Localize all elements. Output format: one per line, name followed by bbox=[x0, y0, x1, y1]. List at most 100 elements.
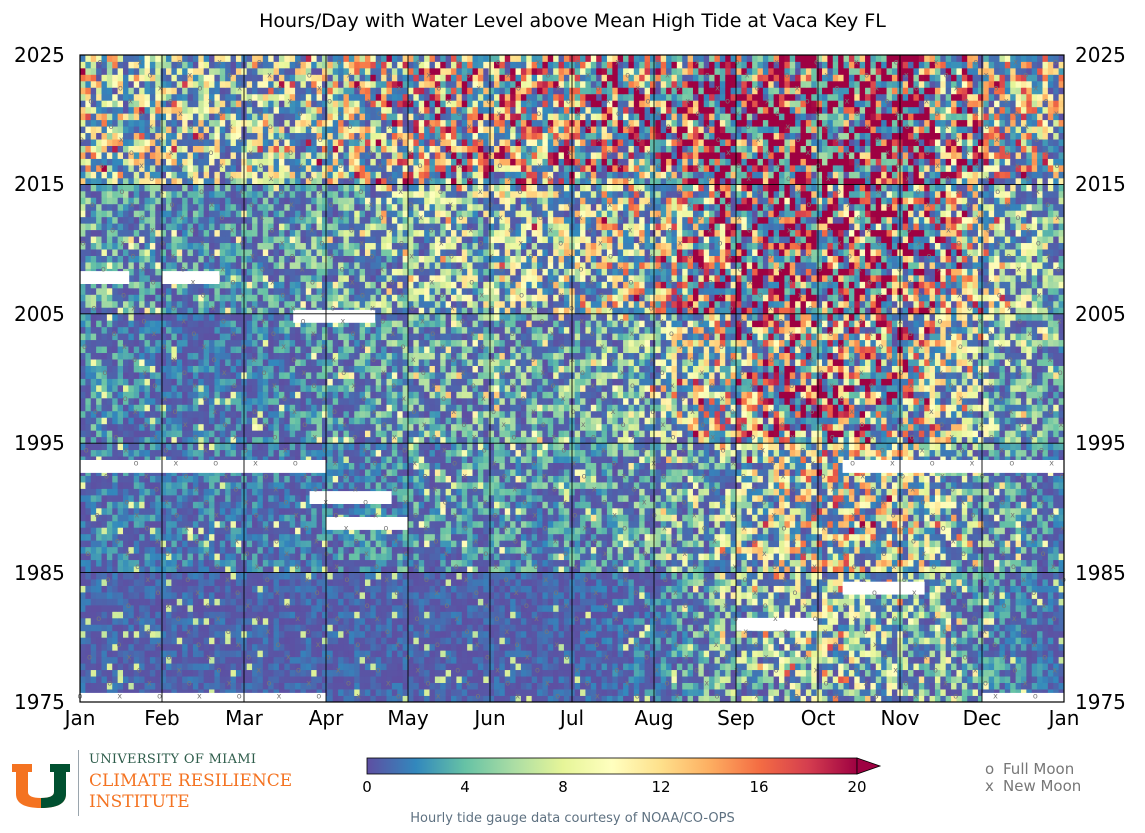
heatmap-cell bbox=[510, 540, 516, 548]
heatmap-cell bbox=[1004, 669, 1011, 677]
heatmap-cell bbox=[117, 663, 124, 671]
heatmap-cell bbox=[908, 572, 914, 580]
heatmap-cell bbox=[558, 585, 565, 593]
heatmap-cell bbox=[666, 566, 672, 573]
heatmap-cell bbox=[467, 695, 473, 703]
heatmap-cell bbox=[1042, 656, 1049, 664]
heatmap-cell bbox=[1053, 682, 1060, 690]
heatmap-cell bbox=[537, 650, 543, 658]
heatmap-cell bbox=[80, 566, 86, 573]
heatmap-cell bbox=[580, 604, 586, 612]
heatmap-cell bbox=[526, 676, 533, 683]
heatmap-cell bbox=[854, 559, 861, 567]
heatmap-cell bbox=[1058, 682, 1065, 690]
heatmap-cell bbox=[838, 676, 844, 683]
heatmap-cell bbox=[779, 604, 785, 612]
heatmap-cell bbox=[558, 592, 565, 599]
heatmap-cell bbox=[397, 533, 404, 541]
heatmap-cell bbox=[246, 540, 253, 548]
heatmap-cell bbox=[520, 566, 527, 573]
heatmap-cell bbox=[106, 676, 113, 683]
heatmap-cell bbox=[542, 540, 549, 548]
heatmap-cell bbox=[633, 598, 640, 606]
heatmap-cell bbox=[520, 624, 527, 632]
heatmap-cell bbox=[520, 669, 527, 677]
heatmap-cell bbox=[983, 682, 990, 690]
heatmap-cell bbox=[354, 546, 361, 554]
heatmap-cell bbox=[983, 643, 990, 651]
heatmap-cell bbox=[865, 624, 871, 632]
heatmap-cell bbox=[101, 598, 108, 606]
heatmap-cell bbox=[1026, 559, 1033, 567]
heatmap-cell bbox=[262, 689, 269, 696]
heatmap-cell bbox=[644, 604, 651, 612]
heatmap-cell bbox=[424, 617, 430, 625]
heatmap-cell bbox=[332, 695, 339, 703]
heatmap-cell bbox=[144, 676, 151, 683]
heatmap-cell bbox=[886, 572, 893, 580]
heatmap-cell bbox=[628, 553, 635, 561]
heatmap-cell bbox=[698, 553, 705, 561]
heatmap-cell bbox=[628, 669, 635, 677]
heatmap-cell bbox=[187, 592, 194, 599]
heatmap-cell bbox=[859, 643, 866, 651]
heatmap-cell bbox=[230, 611, 237, 619]
heatmap-cell bbox=[779, 611, 785, 619]
heatmap-cell bbox=[590, 527, 597, 535]
heatmap-cell bbox=[176, 676, 183, 683]
heatmap-cell bbox=[262, 604, 269, 612]
heatmap-cell bbox=[961, 559, 968, 567]
heatmap-cell bbox=[176, 520, 183, 528]
heatmap-cell bbox=[994, 527, 1000, 535]
heatmap-cell bbox=[827, 669, 834, 677]
heatmap-cell bbox=[338, 695, 344, 703]
heatmap-cell bbox=[192, 650, 199, 658]
heatmap-cell bbox=[128, 546, 135, 554]
heatmap-cell bbox=[1058, 617, 1065, 625]
heatmap-cell bbox=[235, 689, 242, 696]
heatmap-cell bbox=[789, 579, 796, 586]
heatmap-cell bbox=[171, 527, 178, 535]
heatmap-cell bbox=[515, 598, 522, 606]
heatmap-cell bbox=[741, 682, 748, 690]
heatmap-cell bbox=[789, 676, 796, 683]
heatmap-cell bbox=[918, 656, 925, 664]
heatmap-cell bbox=[246, 689, 253, 696]
heatmap-cell bbox=[257, 572, 264, 580]
heatmap-cell bbox=[542, 527, 549, 535]
heatmap-cell bbox=[951, 663, 957, 671]
heatmap-cell bbox=[580, 637, 586, 645]
heatmap-cell bbox=[789, 546, 796, 554]
heatmap-cell bbox=[85, 598, 92, 606]
heatmap-cell bbox=[214, 663, 221, 671]
heatmap-cell bbox=[176, 689, 183, 696]
heatmap-cell bbox=[230, 592, 237, 599]
heatmap-cell bbox=[1004, 656, 1011, 664]
heatmap-cell bbox=[510, 624, 516, 632]
heatmap-cell bbox=[209, 656, 215, 664]
heatmap-cell bbox=[359, 527, 366, 535]
heatmap-cell bbox=[440, 527, 447, 535]
heatmap-cell bbox=[434, 598, 441, 606]
heatmap-cell bbox=[397, 617, 404, 625]
heatmap-cell bbox=[816, 695, 823, 703]
heatmap-cell bbox=[418, 559, 425, 567]
heatmap-cell bbox=[977, 611, 984, 619]
heatmap-cell bbox=[295, 624, 301, 632]
heatmap-cell bbox=[209, 540, 215, 548]
heatmap-cell bbox=[1020, 617, 1027, 625]
heatmap-cell bbox=[101, 611, 108, 619]
heatmap-cell bbox=[160, 533, 167, 541]
heatmap-cell bbox=[209, 611, 215, 619]
heatmap-cell bbox=[483, 533, 490, 541]
heatmap-cell bbox=[311, 617, 317, 625]
heatmap-cell bbox=[192, 527, 199, 535]
heatmap-cell bbox=[741, 527, 748, 535]
heatmap-cell bbox=[854, 566, 861, 573]
heatmap-cell bbox=[149, 643, 156, 651]
heatmap-cell bbox=[660, 624, 667, 632]
heatmap-cell bbox=[123, 663, 129, 671]
heatmap-cell bbox=[601, 669, 608, 677]
heatmap-cell bbox=[924, 630, 930, 638]
heatmap-cell bbox=[934, 669, 941, 677]
